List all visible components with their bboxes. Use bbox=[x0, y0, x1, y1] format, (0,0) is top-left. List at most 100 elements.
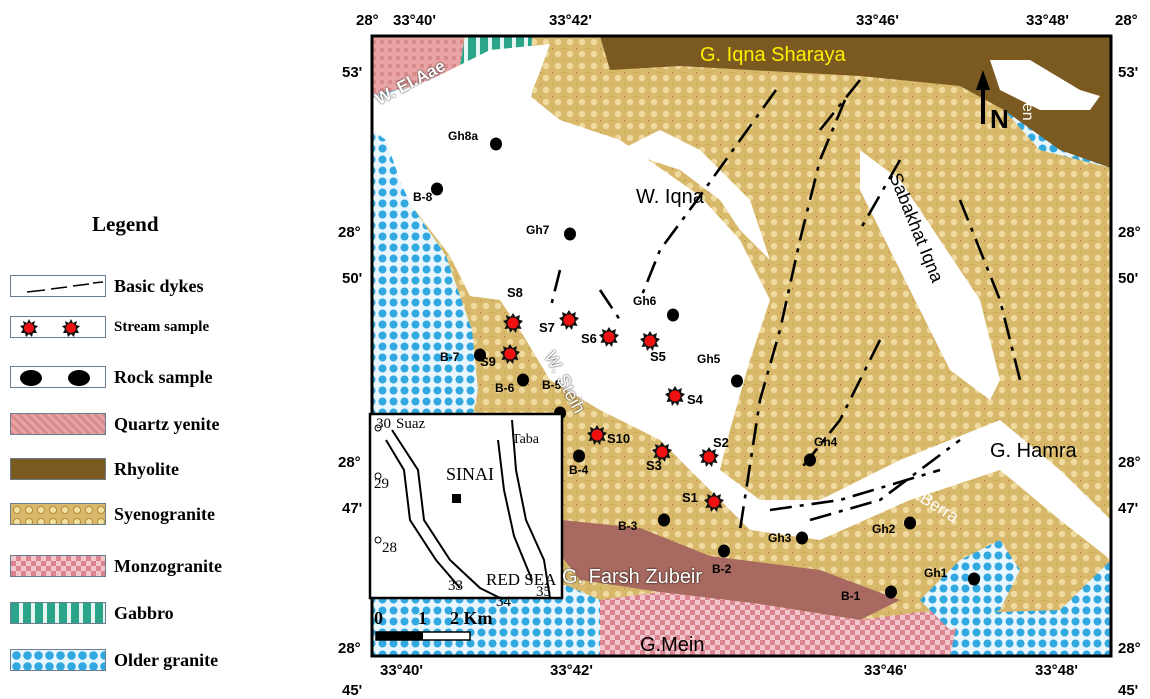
coord-label: 28° bbox=[1115, 12, 1138, 29]
north-label: N bbox=[990, 104, 1009, 134]
rock-sample-marker bbox=[573, 449, 585, 463]
rock-sample-marker bbox=[658, 513, 670, 527]
inset-label: SINAI bbox=[446, 464, 494, 484]
dashed-line-icon bbox=[10, 275, 106, 297]
place-label: G.Mein bbox=[640, 634, 705, 656]
stream-sample-marker bbox=[699, 447, 719, 467]
coord-label: 33°42' bbox=[549, 12, 592, 29]
place-label: W.Meen bbox=[1019, 62, 1036, 121]
rock-sample-label: Gh4 bbox=[814, 435, 838, 449]
rock-sample-label: B-4 bbox=[569, 463, 589, 477]
legend-label: Quartz yenite bbox=[114, 414, 220, 434]
rock-sample-label: B-6 bbox=[495, 381, 515, 395]
legend-title: Legend bbox=[92, 212, 159, 236]
stream-sample-label: S7 bbox=[539, 320, 555, 335]
rock-sample-label: Gh2 bbox=[872, 522, 896, 536]
wadi-channel bbox=[990, 60, 1100, 110]
older-granite-swatch bbox=[10, 649, 106, 671]
scale-label: 1 bbox=[418, 608, 427, 628]
rock-sample-marker bbox=[904, 516, 916, 530]
rock-sample-label: Gh7 bbox=[526, 223, 550, 237]
legend-label: Gabbro bbox=[114, 603, 174, 623]
stream-sample-marker bbox=[503, 313, 523, 333]
black-oval-icon bbox=[10, 366, 106, 388]
stream-sample-label: S4 bbox=[687, 392, 704, 407]
stream-sample-marker bbox=[704, 492, 724, 512]
coord-label: 28° bbox=[338, 640, 361, 657]
coord-label: 28° bbox=[1118, 640, 1141, 657]
rock-sample-marker bbox=[731, 374, 743, 388]
inset-label: Taba bbox=[512, 432, 540, 447]
inset-label: 29 bbox=[374, 476, 389, 492]
sabakhat-channel bbox=[860, 150, 1000, 400]
inset-label: Suaz bbox=[396, 416, 426, 432]
rock-sample-label: B-2 bbox=[712, 562, 732, 576]
coord-label: 28° bbox=[338, 454, 361, 471]
north-arrow-icon bbox=[976, 70, 990, 124]
stream-sample-label: S2 bbox=[713, 435, 729, 450]
legend-label: Basic dykes bbox=[114, 276, 204, 296]
coord-label: 33°46' bbox=[864, 662, 907, 679]
coord-label: 28° bbox=[1118, 224, 1141, 241]
stream-sample-marker bbox=[500, 344, 520, 364]
rock-sample-marker bbox=[490, 137, 502, 151]
rock-sample-label: Gh1 bbox=[924, 566, 948, 580]
place-label: W. Iqna bbox=[636, 186, 704, 208]
stream-sample-label: S9 bbox=[480, 354, 496, 369]
inset-label: 28 bbox=[382, 540, 397, 556]
rock-sample-label: B-8 bbox=[413, 190, 433, 204]
stream-sample-marker bbox=[665, 386, 685, 406]
coord-label: 33°48' bbox=[1035, 662, 1078, 679]
wadi-channel bbox=[620, 130, 770, 260]
coord-label: 28° bbox=[338, 224, 361, 241]
rock-sample-marker bbox=[885, 585, 897, 599]
rock-sample-label: B-1 bbox=[841, 589, 861, 603]
coord-label: 33°42' bbox=[550, 662, 593, 679]
place-label: G. Iqna Sharaya bbox=[700, 44, 846, 66]
coord-label: 53' bbox=[342, 64, 363, 81]
syenogranite-swatch bbox=[10, 503, 106, 525]
rock-sample-label: B-3 bbox=[618, 519, 638, 533]
inset-label: RED SEA bbox=[486, 570, 557, 589]
rhyolite-unit bbox=[600, 36, 1111, 168]
stream-sample-marker bbox=[640, 331, 660, 351]
map-canvas: Gh8a B-8 Gh7 Gh6 Gh5 Gh4 Gh3 Gh2 Gh1 B-1 B-2 B-3 B-4… bbox=[368, 34, 1113, 658]
farsh-zubeir-unit bbox=[558, 520, 900, 620]
inset-label: 30 bbox=[376, 416, 391, 432]
stream-samples-layer: S1 S2 S3 S4 S5 S6 S7 S8 S9 S10 bbox=[480, 285, 729, 512]
basic-dykes bbox=[548, 79, 1022, 531]
coord-label: 33°40' bbox=[393, 12, 436, 29]
coord-label: 50' bbox=[342, 270, 363, 287]
monzogranite-swatch bbox=[10, 555, 106, 577]
stream-sample-marker bbox=[559, 310, 579, 330]
geological-map: Gh8a B-8 Gh7 Gh6 Gh5 Gh4 Gh3 Gh2 Gh1 B-1 B-2 B-3 B-4… bbox=[300, 0, 1150, 699]
study-area-marker bbox=[452, 494, 461, 503]
rock-sample-marker bbox=[718, 544, 730, 558]
stream-sample-marker bbox=[652, 442, 672, 462]
legend-label: Stream sample bbox=[114, 319, 210, 335]
coord-label: 28° bbox=[1118, 454, 1141, 471]
legend-label: Older granite bbox=[114, 650, 219, 670]
rock-sample-marker bbox=[431, 182, 443, 196]
coord-label: 28° bbox=[356, 12, 379, 29]
rhyolite-swatch bbox=[10, 458, 106, 480]
coord-label: 47' bbox=[1118, 500, 1139, 517]
legend-label: Syenogranite bbox=[114, 504, 215, 524]
place-label: G. Hamra bbox=[990, 440, 1077, 462]
rock-samples-layer: Gh8a B-8 Gh7 Gh6 Gh5 Gh4 Gh3 Gh2 Gh1 B-1 B-2 B-3 B-4… bbox=[413, 129, 980, 603]
rock-sample-label: Gh3 bbox=[768, 531, 792, 545]
rock-sample-label: Gh5 bbox=[697, 352, 721, 366]
stream-sample-label: S5 bbox=[650, 349, 666, 364]
rock-sample-label: B-7 bbox=[440, 350, 460, 364]
gabbro-swatch bbox=[10, 602, 106, 624]
rock-sample-marker bbox=[517, 373, 529, 387]
monzogranite-unit bbox=[600, 592, 960, 656]
rock-sample-marker bbox=[968, 572, 980, 586]
rock-sample-marker bbox=[474, 348, 486, 362]
wadi-channel bbox=[372, 44, 1111, 560]
map-legend: Legend Basic dykes Stream sample Rock sa… bbox=[0, 0, 300, 697]
quartz-yenite-swatch bbox=[10, 413, 106, 435]
quartz-yenite-unit bbox=[372, 36, 465, 96]
map-frame bbox=[370, 34, 1113, 658]
rock-sample-label: Gh8a bbox=[448, 129, 478, 143]
